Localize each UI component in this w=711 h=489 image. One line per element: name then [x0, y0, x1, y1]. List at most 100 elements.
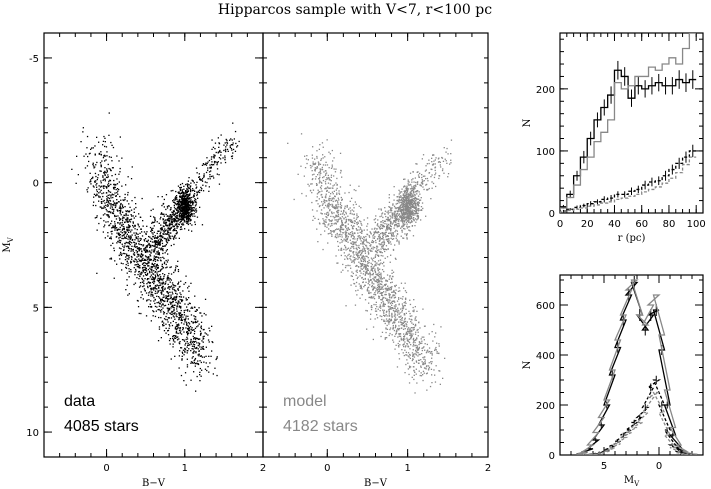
star-point [378, 273, 380, 276]
star-point [182, 209, 184, 211]
star-point [187, 328, 189, 330]
star-point [398, 303, 400, 305]
star-point [94, 217, 96, 219]
star-point [331, 164, 333, 166]
star-point [377, 273, 379, 275]
star-point [161, 236, 164, 239]
star-point [149, 285, 151, 287]
star-point [428, 333, 430, 335]
star-point [393, 194, 395, 196]
star-point [361, 268, 363, 270]
star-point [405, 291, 408, 294]
star-point [138, 240, 140, 243]
star-point [189, 188, 192, 191]
star-point [353, 260, 355, 263]
star-point [184, 216, 186, 218]
star-point [384, 283, 386, 286]
star-point [329, 198, 331, 200]
star-point [412, 209, 414, 211]
star-point [368, 279, 370, 282]
star-point [355, 241, 357, 243]
star-point [177, 336, 179, 338]
star-point [132, 221, 134, 223]
star-point [183, 309, 185, 312]
star-point [354, 220, 356, 222]
star-point [142, 225, 144, 227]
star-point [123, 231, 125, 233]
star-point [185, 190, 187, 192]
star-point [352, 238, 354, 240]
star-point [139, 265, 141, 267]
star-point [192, 362, 194, 364]
star-point [395, 221, 397, 223]
star-point [315, 183, 318, 185]
star-point [185, 275, 187, 277]
star-point [100, 180, 102, 182]
star-point [135, 249, 137, 252]
star-point [105, 208, 107, 211]
star-point [344, 266, 347, 269]
star-point [139, 232, 141, 234]
star-point [353, 236, 355, 238]
star-point [364, 265, 366, 267]
star-point [165, 332, 167, 334]
star-point [385, 279, 387, 281]
star-point [375, 290, 377, 292]
star-point [319, 163, 322, 165]
star-point [378, 290, 381, 292]
star-point [119, 228, 121, 231]
star-point [127, 194, 129, 196]
star-point [365, 238, 367, 240]
star-point [360, 228, 362, 230]
star-point [122, 217, 124, 219]
star-point [314, 158, 316, 160]
star-point [178, 305, 181, 307]
star-point [387, 285, 389, 287]
star-point [176, 325, 179, 327]
star-point [112, 167, 114, 169]
star-point [191, 348, 193, 350]
star-point [353, 207, 355, 209]
star-point [180, 307, 182, 309]
star-point [183, 283, 185, 285]
star-point [349, 218, 351, 221]
star-point [410, 344, 412, 346]
star-point [179, 222, 181, 224]
star-point [329, 183, 332, 185]
star-point [407, 328, 409, 330]
star-point [145, 270, 148, 272]
star-point [110, 156, 112, 158]
star-point [371, 269, 373, 271]
star-point [155, 276, 157, 278]
star-point [112, 242, 114, 244]
star-point [385, 327, 387, 329]
star-point [392, 326, 394, 328]
star-point [181, 209, 183, 212]
star-point [415, 373, 417, 375]
star-point [153, 297, 155, 299]
star-point [154, 287, 156, 289]
star-point [364, 278, 366, 280]
star-point [147, 262, 149, 265]
star-point [363, 259, 366, 261]
star-point [107, 214, 110, 216]
star-point [435, 346, 437, 349]
star-point [159, 242, 161, 244]
star-point [417, 335, 419, 337]
star-point [349, 255, 351, 258]
star-point [356, 277, 358, 280]
star-point [161, 282, 163, 284]
star-point [194, 327, 197, 329]
star-point [138, 265, 140, 268]
star-point [406, 332, 408, 334]
star-point [125, 263, 127, 266]
star-point [223, 149, 225, 152]
star-point [133, 254, 136, 256]
star-point [376, 314, 378, 316]
annotation-count: 4085 stars [64, 418, 139, 435]
star-point [366, 264, 368, 266]
star-point [174, 208, 176, 210]
star-point [156, 284, 158, 286]
star-point [400, 218, 403, 220]
star-point [339, 230, 341, 232]
